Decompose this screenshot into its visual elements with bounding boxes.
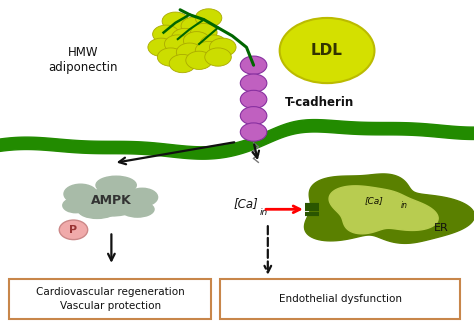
Circle shape (59, 220, 88, 240)
Text: ER: ER (434, 223, 448, 233)
Ellipse shape (63, 198, 89, 213)
Circle shape (153, 25, 179, 43)
Text: [Ca]: [Ca] (234, 197, 258, 210)
Text: LDL: LDL (311, 43, 343, 58)
Circle shape (205, 48, 231, 66)
Circle shape (157, 48, 184, 66)
Ellipse shape (121, 201, 154, 217)
Circle shape (195, 41, 222, 60)
Circle shape (148, 38, 174, 56)
Circle shape (183, 32, 210, 50)
Circle shape (164, 35, 191, 53)
Circle shape (240, 107, 267, 125)
Text: T-cadherin: T-cadherin (284, 96, 354, 109)
Circle shape (191, 23, 217, 42)
Polygon shape (329, 186, 438, 234)
Text: Cardiovascular regeneration
Vascular protection: Cardiovascular regeneration Vascular pro… (36, 287, 184, 311)
Circle shape (176, 43, 203, 61)
Text: in: in (401, 201, 408, 210)
Text: [Ca]: [Ca] (365, 196, 384, 205)
Text: AMPK: AMPK (91, 194, 132, 207)
Circle shape (240, 90, 267, 109)
Circle shape (210, 38, 236, 56)
Circle shape (280, 18, 374, 83)
FancyBboxPatch shape (9, 279, 211, 319)
Text: P: P (69, 225, 78, 235)
Circle shape (240, 56, 267, 74)
Circle shape (195, 9, 222, 27)
Polygon shape (304, 174, 474, 244)
Circle shape (240, 123, 267, 141)
Ellipse shape (81, 188, 142, 216)
Text: in: in (259, 208, 267, 217)
Ellipse shape (64, 184, 97, 204)
FancyBboxPatch shape (220, 279, 460, 319)
Circle shape (186, 51, 212, 69)
Circle shape (162, 12, 189, 30)
Ellipse shape (96, 176, 137, 194)
Text: HMW
adiponectin: HMW adiponectin (48, 46, 118, 74)
Circle shape (240, 74, 267, 92)
Circle shape (181, 17, 208, 35)
Ellipse shape (127, 188, 157, 206)
Text: Endothelial dysfunction: Endothelial dysfunction (279, 294, 401, 304)
Circle shape (172, 28, 198, 47)
Circle shape (169, 54, 196, 73)
Circle shape (200, 35, 227, 53)
Ellipse shape (78, 202, 116, 218)
